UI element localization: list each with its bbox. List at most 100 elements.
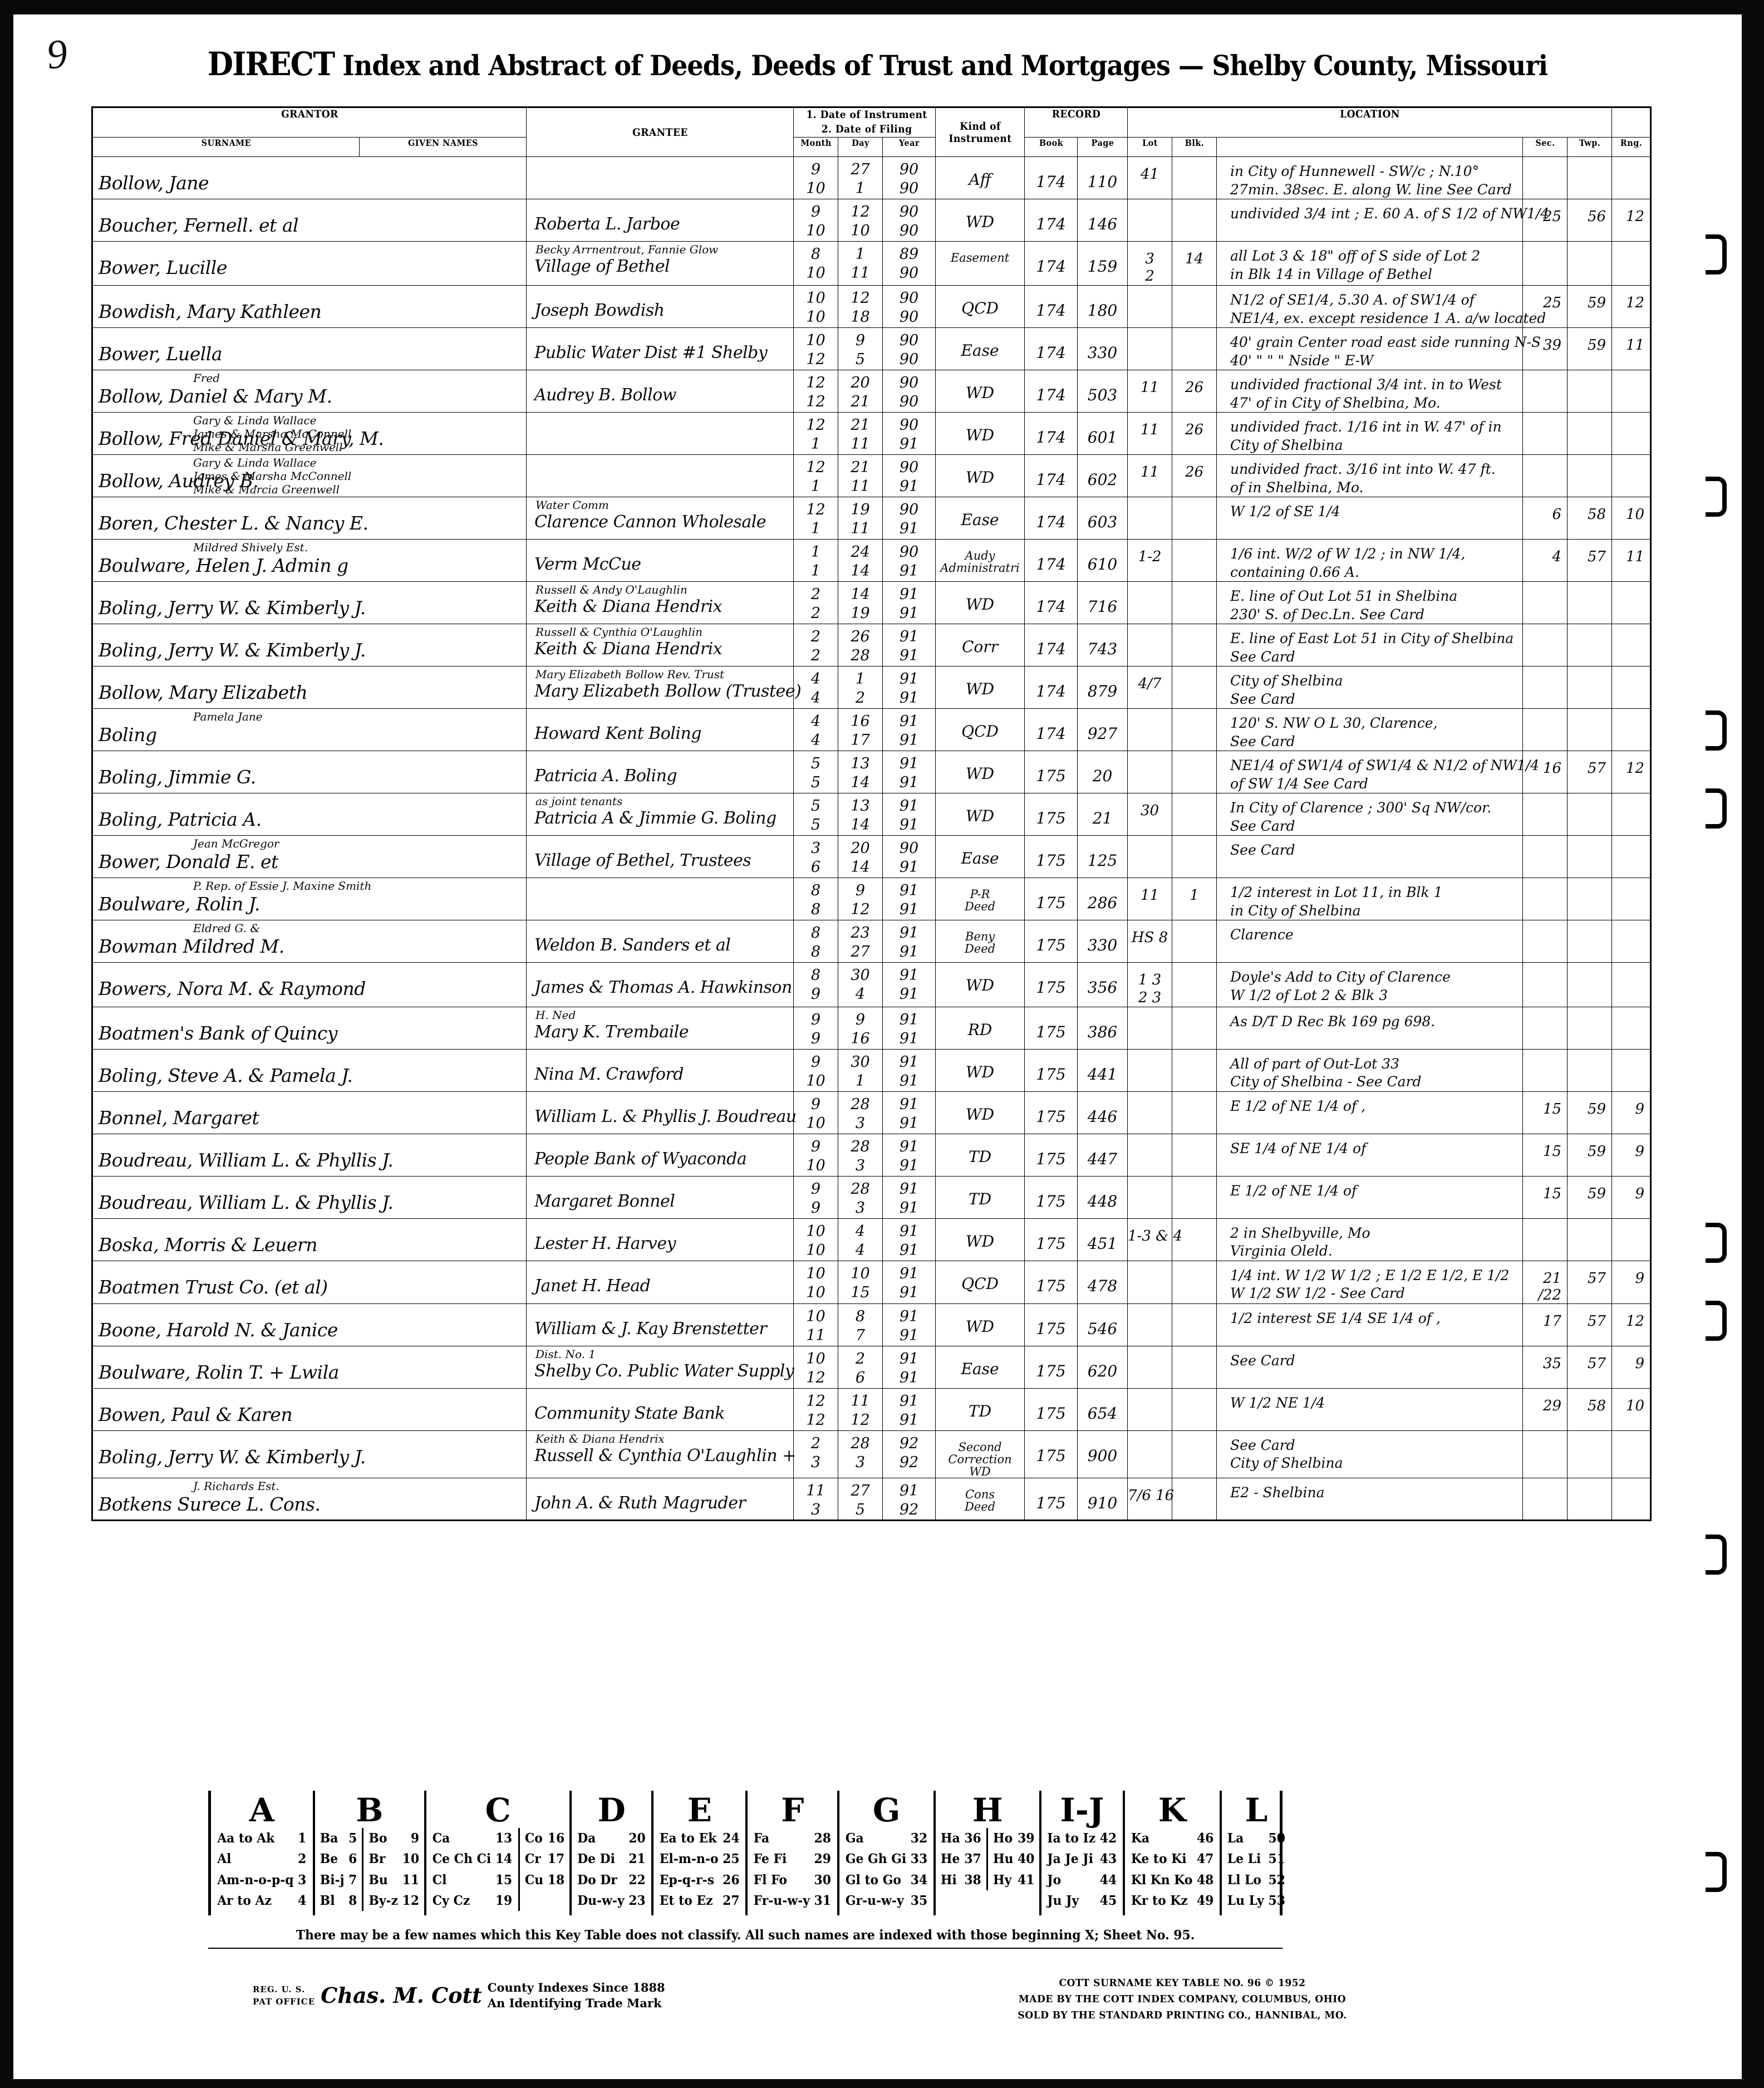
location-line: 1/2 interest in Lot 11, in Blk 1 bbox=[1230, 884, 1443, 901]
cell-year: 91 91 bbox=[882, 1260, 936, 1304]
date-filing-part: 15 bbox=[851, 1283, 870, 1301]
date-instrument-part: 4 bbox=[810, 713, 821, 731]
cell-kind-of-instrument: QCD bbox=[935, 708, 1025, 752]
cell-sec bbox=[1522, 412, 1568, 455]
key-entry: Co 16 bbox=[525, 1828, 564, 1849]
cell-year: 91 91 bbox=[882, 1218, 936, 1261]
date-instrument-part: 9 bbox=[810, 1053, 821, 1071]
cell-rng bbox=[1611, 793, 1652, 836]
cell-record-book: 175 bbox=[1024, 1260, 1078, 1304]
date-filing-part: 91 bbox=[899, 986, 919, 1003]
key-entry-name: Aa to Ak bbox=[217, 1831, 275, 1846]
kind-of-instrument: WD bbox=[965, 976, 995, 995]
block-number bbox=[1172, 1050, 1216, 1058]
cell-grantee: Verm McCue bbox=[526, 539, 794, 582]
location-line: Virginia Oleld. bbox=[1230, 1243, 1333, 1259]
date-values: 11 3 bbox=[794, 1478, 838, 1520]
kind-of-instrument: Easement bbox=[950, 251, 1010, 264]
date-values: 12 18 bbox=[838, 286, 882, 327]
grantee-name: Howard Kent Boling bbox=[534, 724, 701, 744]
cell-day: 12 18 bbox=[838, 285, 883, 329]
range-number: 12 bbox=[1626, 760, 1645, 777]
date-filing-part: 11 bbox=[806, 1326, 826, 1344]
date-filing-part: 17 bbox=[851, 732, 870, 749]
location-line: See Card bbox=[1230, 690, 1295, 707]
date-filing-part: 1 bbox=[810, 478, 821, 496]
cell-grantor: Jean McGregor Bower, Donald E. et bbox=[91, 835, 527, 879]
date-filing-part: 11 bbox=[851, 520, 870, 538]
date-values: 90 90 bbox=[883, 157, 935, 198]
location-line: As D/T D Rec Bk 169 pg 698. bbox=[1230, 1013, 1436, 1030]
key-column-d: D Da 20 De Di 21 Do Dr 22 Du-w-y 23 bbox=[572, 1791, 654, 1916]
cell-record-book: 175 bbox=[1024, 1477, 1078, 1521]
date-filing-part: 4 bbox=[810, 732, 821, 749]
record-page: 448 bbox=[1087, 1192, 1118, 1210]
cell-grantee: William & J. Kay Brenstetter bbox=[526, 1303, 794, 1346]
date-values: 9 16 bbox=[838, 1007, 882, 1048]
cell-kind-of-instrument: Ease bbox=[935, 497, 1025, 540]
location-line: undivided 3/4 int ; E. 60 A. of S 1/2 of… bbox=[1230, 205, 1550, 222]
location-description: 1/2 interest SE 1/4 SE 1/4 of , bbox=[1217, 1304, 1522, 1328]
cell-month: 9 10 bbox=[793, 199, 839, 242]
grantor-name: Bollow, Jane bbox=[99, 172, 209, 194]
date-filing-part: 12 bbox=[851, 901, 870, 919]
copyright-line-1: COTT SURNAME KEY TABLE NO. 96 © 1952 bbox=[1059, 1977, 1306, 1989]
date-filing-part: 28 bbox=[851, 647, 870, 665]
key-letter: L bbox=[1245, 1791, 1268, 1829]
record-page: 716 bbox=[1087, 597, 1118, 616]
cell-grantee: Howard Kent Boling bbox=[526, 708, 794, 752]
key-subcolumn: Fa 28 Fe Fi 29 Fl Fo 30 Fr-u-w-y 31 bbox=[748, 1828, 837, 1911]
header-month: Month bbox=[795, 137, 836, 157]
section-number bbox=[1523, 1478, 1567, 1487]
cell-day: 20 14 bbox=[838, 835, 883, 879]
kind-of-instrument: Ease bbox=[961, 1359, 999, 1378]
location-line: of SW 1/4 See Card bbox=[1230, 775, 1368, 792]
date-values: 30 4 bbox=[838, 963, 882, 1004]
key-entry-name: Fl Fo bbox=[754, 1872, 788, 1888]
cell-twp: 59 bbox=[1567, 1091, 1613, 1134]
cell-lot: 30 bbox=[1127, 793, 1173, 836]
location-description: N1/2 of SE1/4, 5.30 A. of SW1/4 of NE1/4,… bbox=[1217, 286, 1546, 327]
range-number bbox=[1612, 666, 1650, 675]
date-values: 90 91 bbox=[883, 497, 935, 538]
date-filing-part: 91 bbox=[899, 1199, 919, 1217]
cell-kind-of-instrument: Audy Administratri bbox=[935, 539, 1025, 582]
location-description: 1/2 interest in Lot 11, in Blk 1 in City … bbox=[1217, 878, 1522, 920]
key-entry: Ja Je Ji 43 bbox=[1048, 1849, 1117, 1869]
cell-twp bbox=[1567, 708, 1613, 752]
date-values: 91 91 bbox=[883, 1050, 935, 1091]
copyright-line-2: MADE BY THE COTT INDEX COMPANY, COLUMBUS… bbox=[1018, 1993, 1347, 2005]
location-description: undivided 3/4 int ; E. 60 A. of S 1/2 of… bbox=[1217, 199, 1550, 223]
date-values: 90 90 bbox=[883, 328, 935, 369]
record-page: 900 bbox=[1087, 1446, 1118, 1465]
cell-year: 91 92 bbox=[882, 1477, 936, 1521]
cell-record-book: 175 bbox=[1024, 1133, 1078, 1177]
cell-lot bbox=[1127, 1133, 1173, 1177]
cell-day: 20 21 bbox=[838, 370, 883, 413]
key-entry-number: 5 bbox=[348, 1831, 357, 1846]
key-entry-number: 24 bbox=[723, 1831, 740, 1846]
cell-day: 9 12 bbox=[838, 878, 883, 921]
township-number: 59 bbox=[1588, 1100, 1606, 1117]
cell-lot bbox=[1127, 624, 1173, 667]
location-line: in City of Shelbina bbox=[1230, 902, 1361, 919]
grantor-name: Bowers, Nora M. & Raymond bbox=[99, 978, 366, 1000]
key-entry-number: 1 bbox=[298, 1831, 307, 1846]
lot-number: 11 bbox=[1140, 887, 1159, 904]
cell-record-book: 174 bbox=[1024, 497, 1078, 540]
cell-blk bbox=[1172, 1091, 1217, 1134]
cell-record-page: 447 bbox=[1077, 1133, 1128, 1177]
key-entry-number: 45 bbox=[1100, 1893, 1117, 1908]
location-line: 40' grain Center road east side running … bbox=[1230, 334, 1541, 351]
location-line: In City of Clarence ; 300' Sq NW/cor. bbox=[1230, 800, 1492, 816]
key-entry-name: Jo bbox=[1047, 1872, 1062, 1888]
scan-edge-bottom bbox=[0, 2079, 1764, 2088]
date-values: 91 91 bbox=[883, 666, 935, 708]
key-entry-number: 53 bbox=[1268, 1893, 1285, 1908]
cell-lot bbox=[1127, 285, 1173, 329]
key-entry-name: Gl to Go bbox=[845, 1872, 902, 1888]
cell-blk: 1 bbox=[1172, 878, 1217, 921]
lot-number bbox=[1128, 1050, 1172, 1058]
